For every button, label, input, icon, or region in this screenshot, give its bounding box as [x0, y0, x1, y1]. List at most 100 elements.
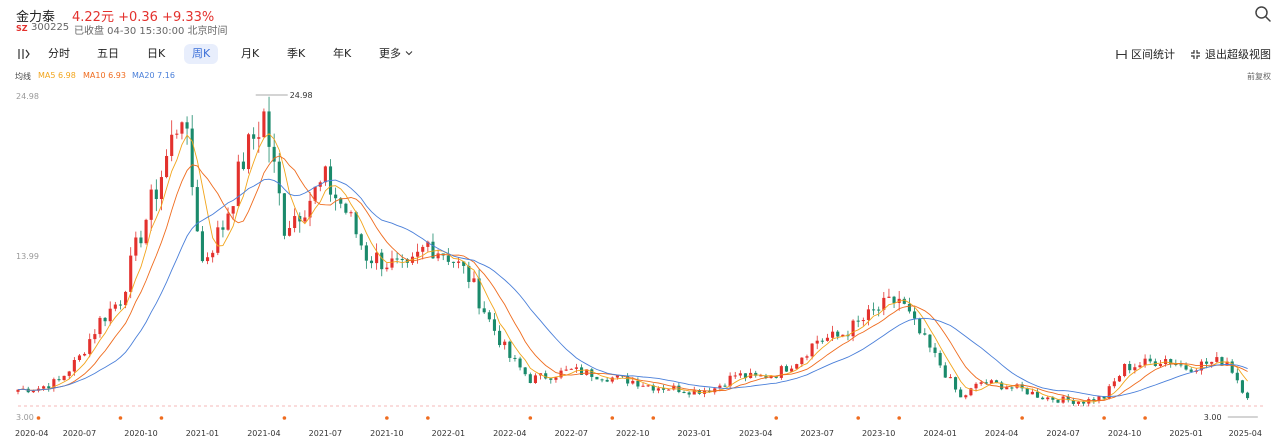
candle-body [108, 308, 112, 322]
candle-body [595, 376, 599, 380]
candle-body [1123, 363, 1127, 377]
candle-body [375, 252, 379, 264]
candle-body [1005, 387, 1009, 390]
candle-body [605, 379, 609, 382]
candle-body [1210, 361, 1214, 364]
candle-body [1225, 361, 1229, 366]
tab-more[interactable]: 更多 [371, 44, 421, 64]
search-icon[interactable] [1254, 5, 1272, 23]
tab-yearly-k[interactable]: 年K [333, 47, 352, 60]
x-tick-label: 2020-07 [63, 429, 96, 438]
candle-body [200, 231, 204, 262]
candle-body [938, 352, 942, 366]
candle-body [1082, 401, 1086, 404]
candle-body [272, 146, 276, 162]
candle-body [1143, 358, 1147, 366]
event-dot[interactable] [774, 416, 779, 420]
event-dot[interactable] [385, 416, 389, 420]
x-tick-label: 2023-01 [678, 429, 711, 438]
event-dot[interactable] [1020, 416, 1024, 420]
candle-body [359, 234, 363, 246]
candle-body [523, 367, 527, 375]
candle-body [1000, 382, 1004, 390]
candle-body [912, 311, 917, 319]
candle-body [334, 194, 338, 199]
tab-five-day[interactable]: 五日 [97, 47, 119, 60]
exit-fullscreen-button[interactable]: 退出超级视图 [1190, 46, 1271, 62]
candle-body [16, 389, 20, 392]
event-dot[interactable] [282, 416, 287, 420]
stock-price-change: 4.22元 +0.36 +9.33% [72, 10, 215, 25]
candle-body [569, 368, 573, 370]
event-dot[interactable] [856, 416, 860, 420]
candle-body [882, 297, 886, 310]
candle-body [754, 372, 758, 376]
x-tick-label: 2025-04 [1229, 429, 1262, 438]
candle-body [308, 200, 312, 218]
chevron-down-icon [405, 51, 412, 56]
candle-body [83, 353, 87, 356]
candle-body [856, 320, 860, 322]
candle-body [892, 296, 896, 303]
candle-body [252, 134, 256, 139]
candle-body [513, 357, 517, 359]
event-dot[interactable] [426, 416, 430, 420]
tab-weekly-k[interactable]: 周K [184, 44, 219, 64]
event-dot[interactable] [651, 416, 656, 420]
event-dot[interactable] [1102, 416, 1106, 420]
x-tick-label: 2024-04 [985, 429, 1018, 438]
tab-daily-k[interactable]: 日K [147, 47, 166, 60]
event-dot[interactable] [528, 416, 533, 420]
candle-body [1107, 386, 1111, 399]
candle-body [1184, 365, 1188, 370]
candle-body [1056, 399, 1060, 403]
candle-body [195, 187, 199, 232]
candle-body [646, 385, 650, 387]
candle-body [472, 278, 476, 282]
candle-body [185, 122, 189, 129]
candle-body [180, 122, 184, 134]
event-dot[interactable] [36, 416, 41, 420]
adjust-mode[interactable]: 前复权 [1247, 72, 1271, 81]
range-stats-button[interactable]: 区间统计 [1116, 46, 1175, 62]
candle-body [364, 245, 368, 261]
candle-body [477, 278, 481, 309]
candle-body [139, 237, 143, 244]
candle-body [667, 389, 671, 391]
candle-body [1020, 384, 1024, 389]
event-dot[interactable] [897, 416, 901, 420]
collapse-sidebar-icon[interactable] [17, 46, 31, 60]
candle-body [67, 371, 71, 376]
event-dot[interactable] [610, 416, 615, 420]
candle-body [585, 369, 589, 375]
candle-body [118, 304, 123, 306]
tab-monthly-k[interactable]: 月K [241, 47, 260, 60]
candle-body [385, 267, 389, 270]
candle-body [77, 355, 82, 360]
candle-body [733, 375, 737, 377]
candle-body [246, 134, 251, 170]
candle-body [124, 291, 128, 306]
candle-body [129, 255, 133, 292]
x-tick-label: 2021-04 [247, 429, 280, 438]
candle-body [902, 298, 906, 304]
stock-header: 金力泰 4.22元 +0.36 +9.33% SZ 300225 已收盘 04-… [0, 0, 1280, 38]
event-dot[interactable] [159, 416, 164, 420]
x-tick-label: 2023-07 [800, 429, 833, 438]
tab-intraday[interactable]: 分时 [48, 47, 70, 60]
candle-body [1102, 396, 1106, 399]
event-dot[interactable] [118, 416, 123, 420]
candle-body [1076, 401, 1081, 404]
tab-quarterly-k[interactable]: 季K [287, 47, 306, 60]
kline-chart[interactable]: 24.98 13.99 3.00 24.98 3.00 2020-04 2020-07 202… [0, 84, 1280, 442]
candle-body [498, 330, 502, 346]
candle-body [88, 339, 92, 354]
candle-body [216, 227, 220, 253]
candle-body [1010, 387, 1014, 389]
candle-body [503, 341, 507, 346]
candle-body [989, 380, 993, 384]
event-dot[interactable] [1143, 416, 1147, 420]
candle-body [354, 212, 358, 235]
candle-body [349, 212, 353, 214]
x-tick-label: 2020-04 [15, 429, 48, 438]
